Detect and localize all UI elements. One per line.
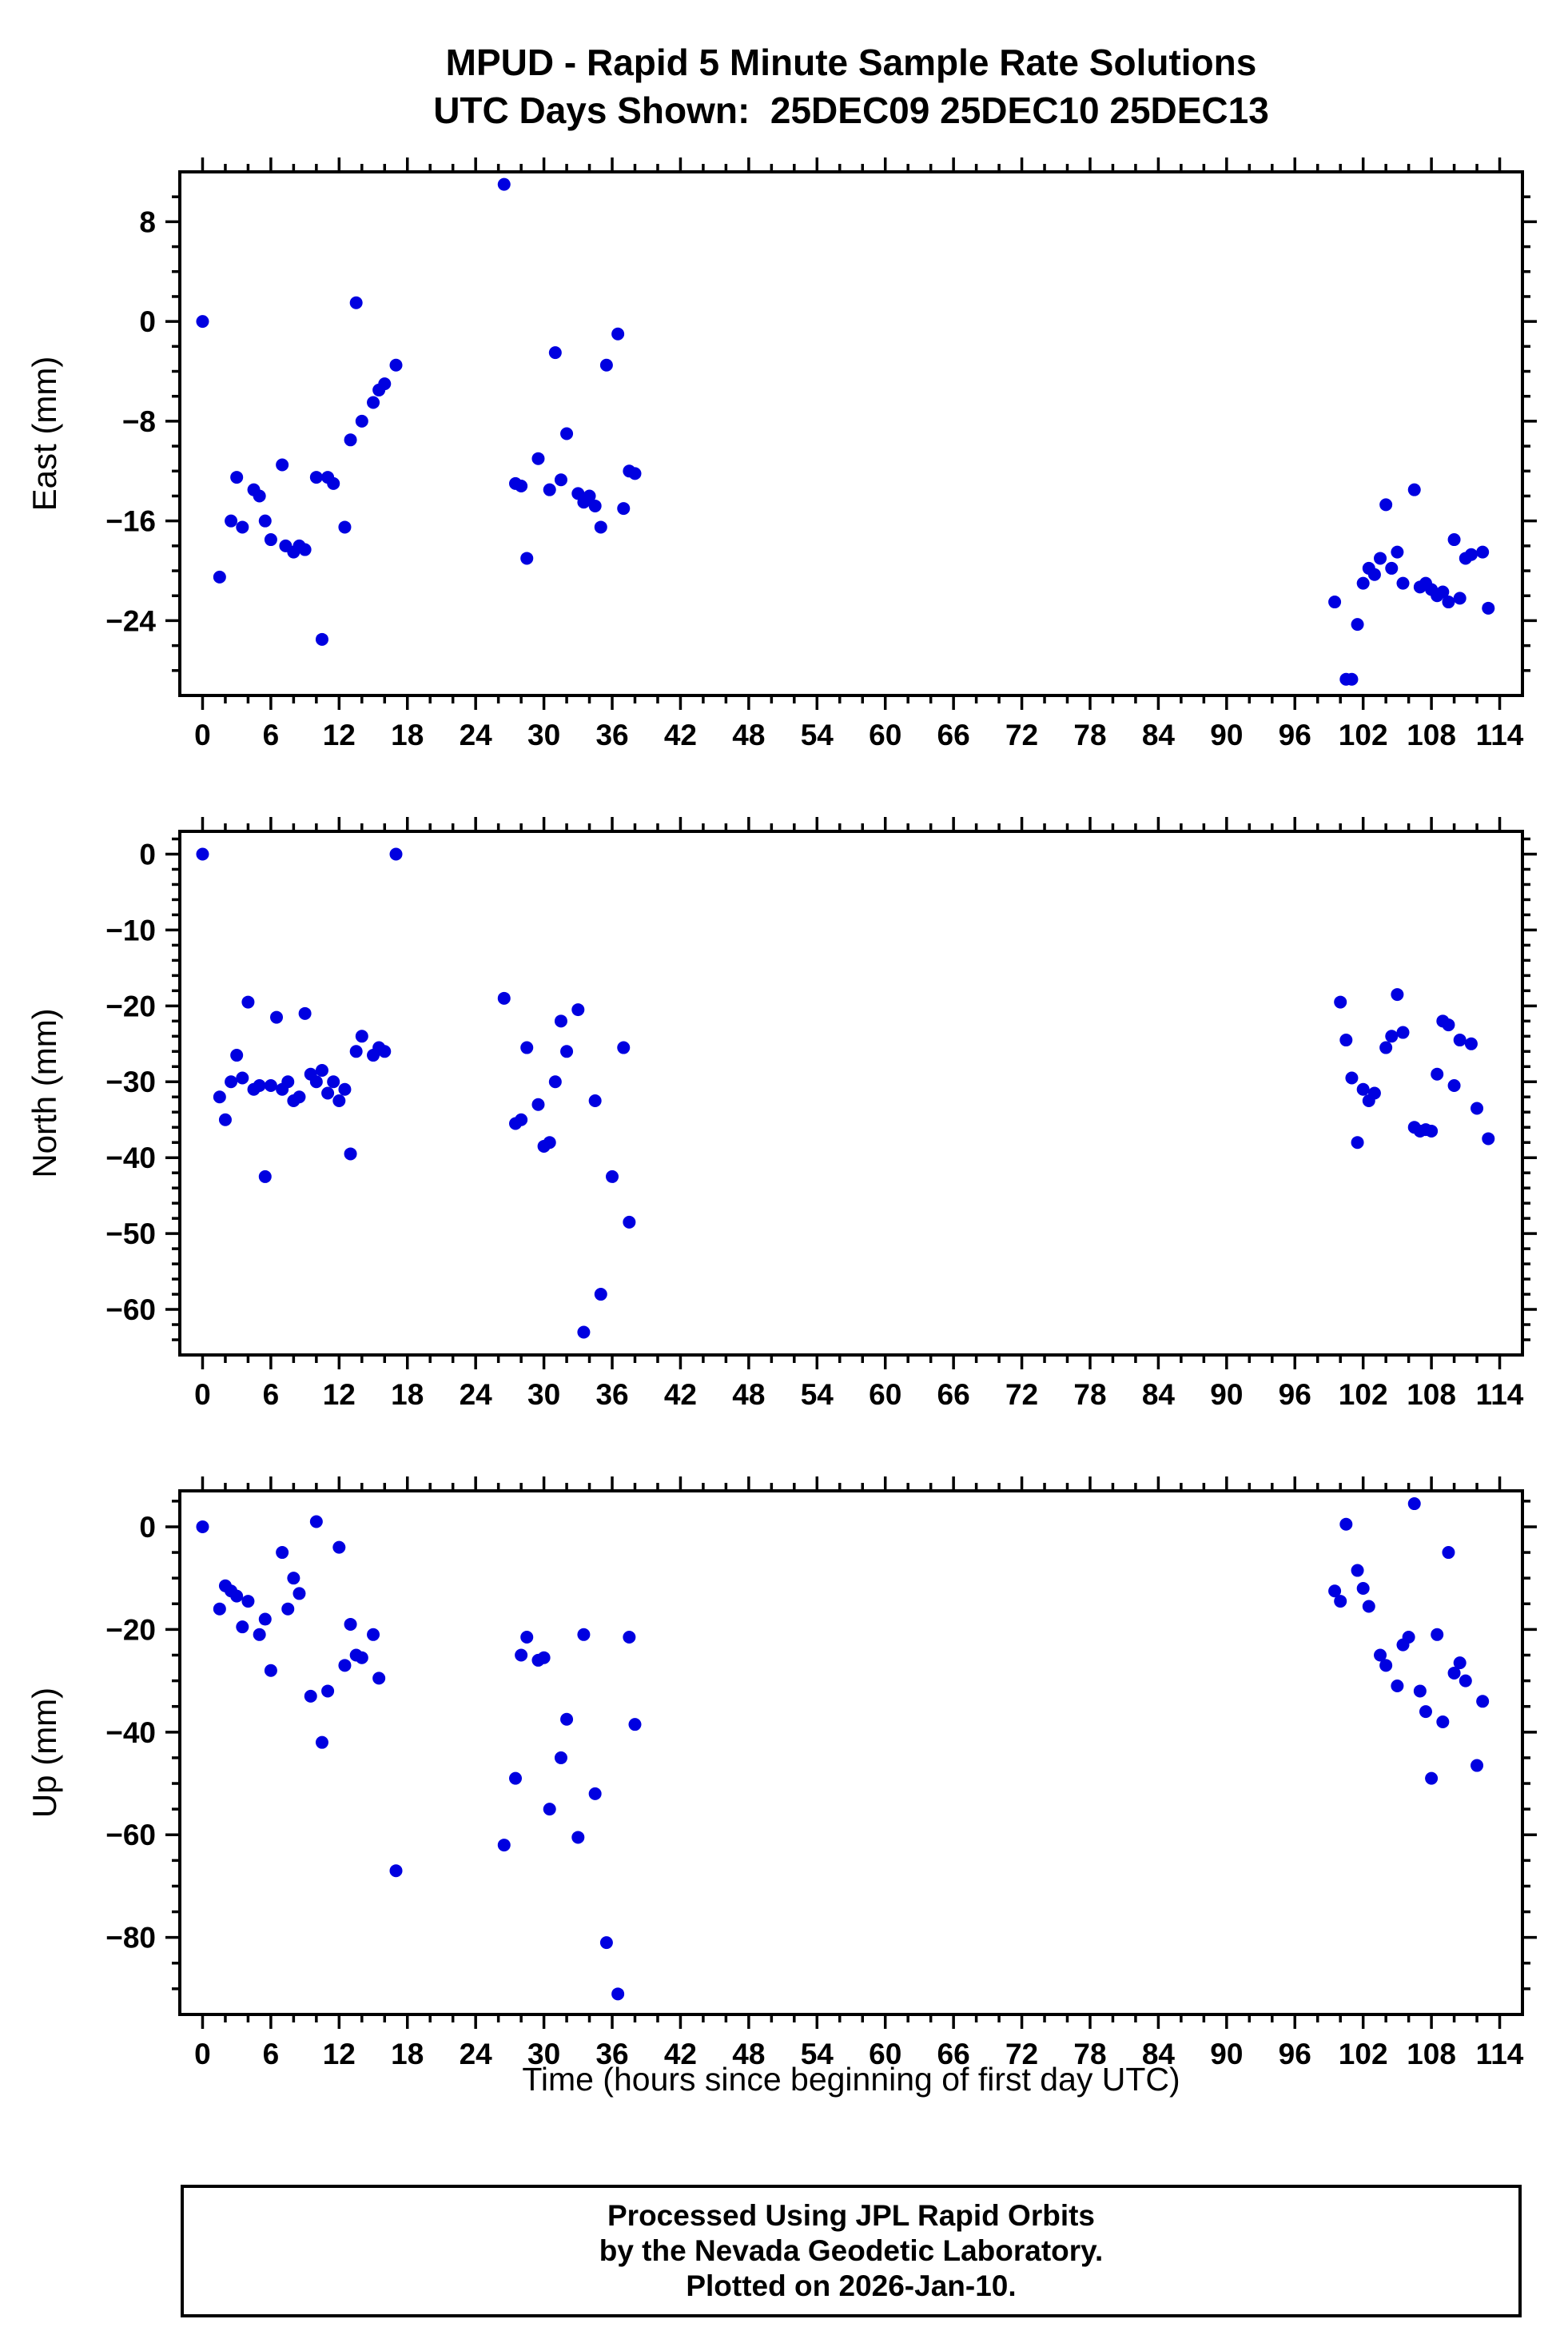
svg-text:90: 90 <box>1210 1378 1243 1411</box>
svg-text:−16: −16 <box>105 505 156 538</box>
svg-text:78: 78 <box>1073 1378 1106 1411</box>
x-axis-title: Time (hours since beginning of first day… <box>522 2061 1180 2098</box>
svg-text:24: 24 <box>460 1378 493 1411</box>
svg-text:−50: −50 <box>105 1217 156 1250</box>
svg-text:102: 102 <box>1339 719 1388 751</box>
svg-text:42: 42 <box>664 1378 697 1411</box>
svg-text:60: 60 <box>869 719 901 751</box>
north-plot: 0 6 12 18 24 30 36 42 48 54 60 66 72 78 84 90 96 102 108 11… <box>26 817 1537 1411</box>
svg-text:114: 114 <box>1476 2038 1524 2070</box>
svg-text:0: 0 <box>139 1511 156 1544</box>
svg-text:Up (mm): Up (mm) <box>26 1688 63 1818</box>
up-plot: 0 6 12 18 24 30 36 42 48 54 60 66 72 78 84 90 96 102 108 11… <box>26 1476 1537 2070</box>
svg-text:−24: −24 <box>105 604 156 637</box>
svg-text:−60: −60 <box>105 1293 156 1326</box>
svg-text:18: 18 <box>391 1378 424 1411</box>
svg-text:30: 30 <box>527 2038 560 2070</box>
svg-text:−40: −40 <box>105 1142 156 1174</box>
svg-text:66: 66 <box>937 719 970 751</box>
svg-text:30: 30 <box>527 719 560 751</box>
svg-text:6: 6 <box>263 2038 280 2070</box>
svg-text:48: 48 <box>732 719 765 751</box>
svg-text:54: 54 <box>801 2038 834 2070</box>
svg-text:108: 108 <box>1407 2038 1456 2070</box>
svg-text:−10: −10 <box>105 914 156 946</box>
svg-text:−80: −80 <box>105 1922 156 1954</box>
svg-text:8: 8 <box>139 205 156 238</box>
footer-line-2: by the Nevada Geodetic Laboratory. <box>599 2234 1104 2267</box>
svg-text:North (mm): North (mm) <box>26 1008 63 1177</box>
svg-text:6: 6 <box>263 719 280 751</box>
svg-text:102: 102 <box>1339 1378 1388 1411</box>
svg-text:60: 60 <box>869 1378 901 1411</box>
svg-text:36: 36 <box>595 2038 628 2070</box>
svg-text:108: 108 <box>1407 719 1456 751</box>
east-plot: 0 6 12 18 24 30 36 42 48 54 60 66 72 78 84 90 96 102 108 11… <box>26 157 1537 751</box>
svg-text:24: 24 <box>460 719 493 751</box>
svg-text:96: 96 <box>1279 719 1311 751</box>
svg-text:54: 54 <box>801 1378 834 1411</box>
svg-text:12: 12 <box>323 1378 356 1411</box>
svg-text:0: 0 <box>194 2038 211 2070</box>
page-title: MPUD - Rapid 5 Minute Sample Rate Soluti… <box>445 42 1257 83</box>
svg-text:108: 108 <box>1407 1378 1456 1411</box>
svg-text:84: 84 <box>1142 2038 1176 2070</box>
svg-text:18: 18 <box>391 719 424 751</box>
svg-text:42: 42 <box>664 719 697 751</box>
svg-text:66: 66 <box>937 2038 970 2070</box>
svg-text:0: 0 <box>139 838 156 871</box>
svg-text:48: 48 <box>732 2038 765 2070</box>
svg-text:96: 96 <box>1279 1378 1311 1411</box>
svg-text:60: 60 <box>869 2038 901 2070</box>
footer-line-1: Processed Using JPL Rapid Orbits <box>607 2199 1095 2232</box>
svg-text:30: 30 <box>527 1378 560 1411</box>
svg-text:48: 48 <box>732 1378 765 1411</box>
svg-text:6: 6 <box>263 1378 280 1411</box>
svg-text:−8: −8 <box>122 405 156 438</box>
svg-text:−40: −40 <box>105 1716 156 1749</box>
svg-text:−30: −30 <box>105 1066 156 1098</box>
svg-text:72: 72 <box>1005 2038 1038 2070</box>
svg-text:0: 0 <box>194 719 211 751</box>
svg-text:78: 78 <box>1073 719 1106 751</box>
svg-text:42: 42 <box>664 2038 697 2070</box>
page-subtitle: UTC Days Shown: 25DEC09 25DEC10 25DEC13 <box>433 90 1269 131</box>
svg-text:−20: −20 <box>105 990 156 1022</box>
svg-text:12: 12 <box>323 719 356 751</box>
svg-text:24: 24 <box>460 2038 493 2070</box>
svg-text:90: 90 <box>1210 2038 1243 2070</box>
svg-text:72: 72 <box>1005 719 1038 751</box>
svg-text:66: 66 <box>937 1378 970 1411</box>
svg-text:54: 54 <box>801 719 834 751</box>
svg-text:114: 114 <box>1476 1378 1524 1411</box>
svg-text:84: 84 <box>1142 719 1176 751</box>
footer-line-3: Plotted on 2026-Jan-10. <box>686 2269 1017 2302</box>
svg-text:90: 90 <box>1210 719 1243 751</box>
footer-box: Processed Using JPL Rapid Orbits by the … <box>181 2185 1522 2317</box>
svg-text:84: 84 <box>1142 1378 1176 1411</box>
svg-text:18: 18 <box>391 2038 424 2070</box>
svg-text:0: 0 <box>139 305 156 338</box>
svg-text:72: 72 <box>1005 1378 1038 1411</box>
svg-text:12: 12 <box>323 2038 356 2070</box>
svg-text:−20: −20 <box>105 1613 156 1646</box>
svg-text:78: 78 <box>1073 2038 1106 2070</box>
svg-text:114: 114 <box>1476 719 1524 751</box>
svg-text:East (mm): East (mm) <box>26 357 63 512</box>
svg-text:−60: −60 <box>105 1819 156 1851</box>
svg-text:36: 36 <box>595 1378 628 1411</box>
svg-text:102: 102 <box>1339 2038 1388 2070</box>
svg-text:0: 0 <box>194 1378 211 1411</box>
svg-text:96: 96 <box>1279 2038 1311 2070</box>
svg-text:36: 36 <box>595 719 628 751</box>
chart-header: MPUD - Rapid 5 Minute Sample Rate Soluti… <box>180 38 1522 134</box>
